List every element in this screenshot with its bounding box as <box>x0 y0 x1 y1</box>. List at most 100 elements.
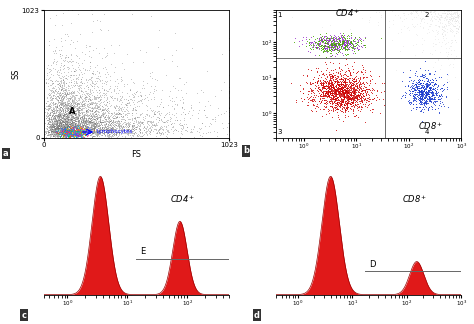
Point <box>84 128 91 133</box>
Point <box>329 88 337 93</box>
Point <box>70 133 78 138</box>
Point <box>104 126 111 131</box>
Point <box>71 128 78 133</box>
Point <box>113 115 121 120</box>
Point <box>320 41 328 46</box>
Point <box>129 107 137 112</box>
Point <box>49 122 56 127</box>
Point <box>118 125 126 130</box>
Point <box>118 105 125 110</box>
Point <box>360 93 367 98</box>
Point <box>53 117 60 122</box>
Point <box>55 127 62 132</box>
Point <box>68 130 75 135</box>
Point <box>64 96 71 101</box>
Point <box>333 46 340 52</box>
Point <box>69 111 76 116</box>
Point <box>84 116 92 121</box>
Point <box>431 85 438 90</box>
Point <box>50 134 57 139</box>
Point <box>351 35 359 40</box>
Point <box>67 132 75 137</box>
Point <box>89 131 97 136</box>
Point <box>86 116 94 122</box>
Point <box>155 117 163 122</box>
Point <box>65 132 73 137</box>
Point <box>316 88 324 93</box>
Point <box>343 86 350 91</box>
Point <box>56 67 64 72</box>
Point <box>91 100 99 106</box>
Point <box>57 108 64 113</box>
Point <box>344 42 352 47</box>
Point <box>60 132 67 137</box>
Point <box>406 92 414 98</box>
Point <box>75 129 82 134</box>
Point <box>351 102 358 107</box>
Point <box>53 89 61 94</box>
Point <box>80 122 87 127</box>
Point <box>53 123 60 128</box>
Point <box>343 40 351 46</box>
Point <box>317 81 325 86</box>
Point <box>341 83 348 88</box>
Point <box>59 132 66 137</box>
Point <box>76 99 84 104</box>
Point <box>333 110 340 115</box>
Point <box>122 107 130 112</box>
Point <box>118 128 125 133</box>
Point <box>356 89 363 94</box>
Point <box>130 125 137 130</box>
Point <box>113 85 121 90</box>
Point <box>327 42 335 47</box>
Point <box>78 119 85 124</box>
Point <box>85 127 92 132</box>
Point <box>353 100 361 105</box>
Point <box>343 85 350 90</box>
Point <box>57 127 65 133</box>
Point <box>61 128 68 133</box>
Point <box>70 109 78 114</box>
Point <box>326 41 334 47</box>
Point <box>157 100 164 105</box>
Point <box>427 16 435 21</box>
Point <box>71 82 79 87</box>
Point <box>427 87 435 93</box>
Point <box>75 126 83 132</box>
Point <box>424 83 432 88</box>
Point <box>109 124 116 129</box>
Point <box>69 91 76 96</box>
Point <box>204 99 211 104</box>
Point <box>70 130 77 135</box>
Point <box>82 132 90 137</box>
Point <box>75 72 83 77</box>
Point <box>340 85 347 90</box>
Point <box>61 121 68 126</box>
Point <box>201 112 209 118</box>
Point <box>105 119 112 124</box>
Point <box>345 87 353 92</box>
Point <box>104 122 111 128</box>
Point <box>58 124 65 129</box>
Point <box>337 91 345 97</box>
Point <box>69 106 77 111</box>
Point <box>62 128 69 133</box>
Point <box>82 128 90 133</box>
Point <box>340 40 348 45</box>
Point <box>366 68 374 74</box>
Point <box>43 127 50 132</box>
Point <box>416 81 423 86</box>
Point <box>69 128 76 133</box>
Point <box>64 34 72 39</box>
Point <box>98 130 105 135</box>
Point <box>42 112 49 117</box>
Point <box>72 101 80 106</box>
Point <box>118 128 126 133</box>
Point <box>442 95 449 100</box>
Point <box>345 89 352 94</box>
Point <box>225 105 233 110</box>
Point <box>59 121 66 126</box>
Point <box>353 104 361 109</box>
Point <box>353 89 360 94</box>
Point <box>454 26 462 31</box>
